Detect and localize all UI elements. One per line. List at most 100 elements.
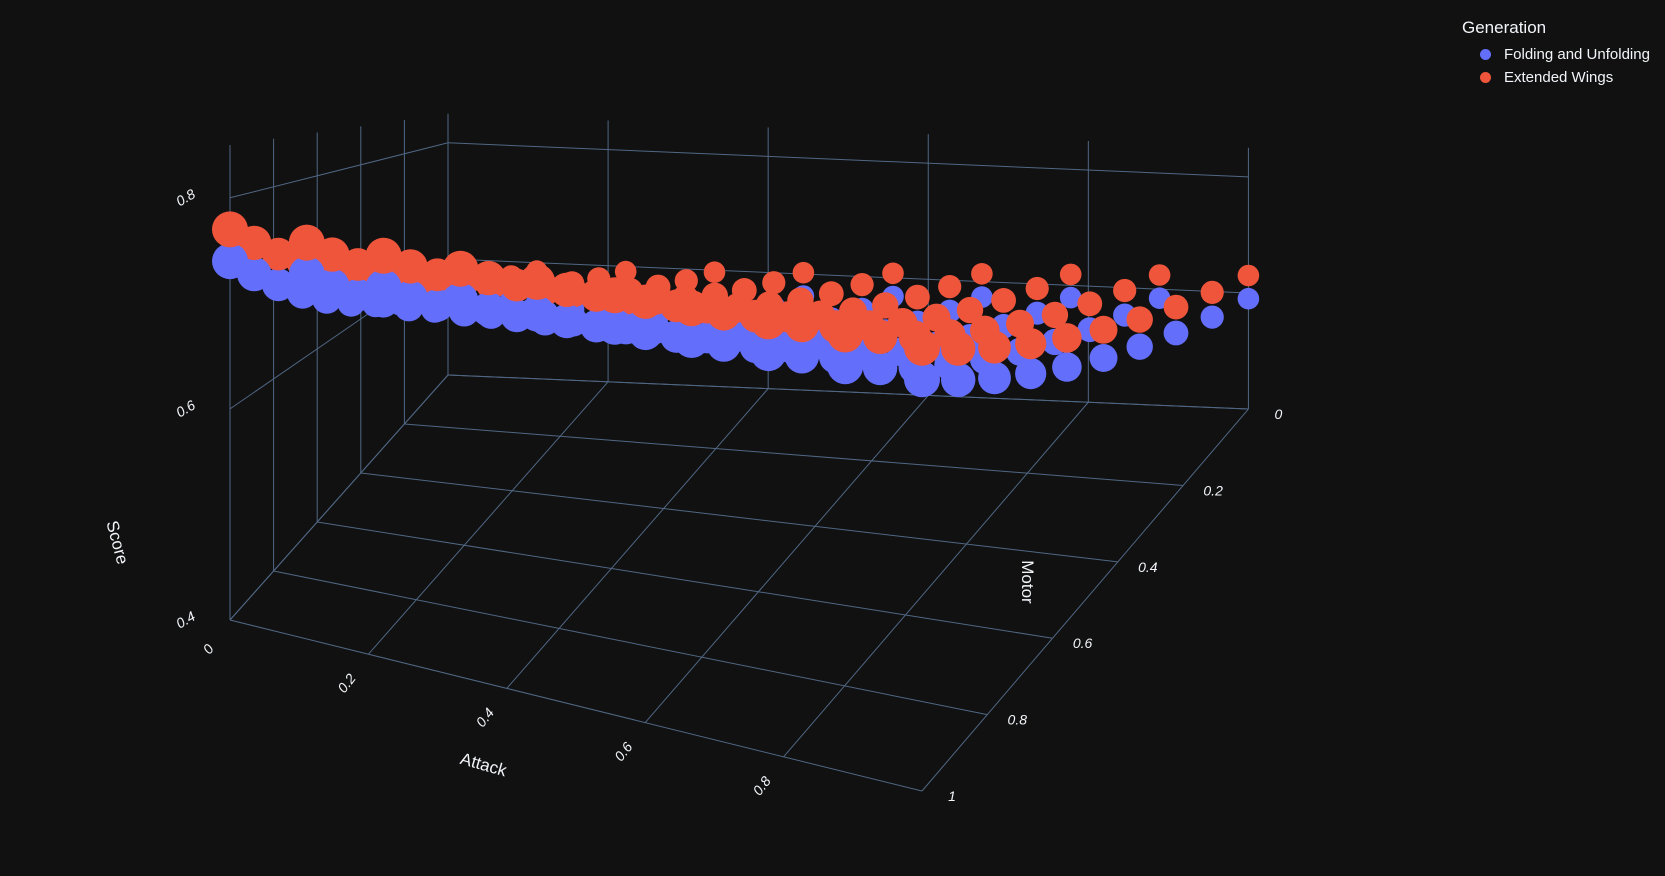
x-axis-title: Attack [458,749,509,780]
extended-point[interactable] [1025,276,1049,301]
y-tick-label: 0 [1275,406,1283,422]
folding-point[interactable] [393,280,428,315]
folding-point[interactable] [442,282,479,319]
extended-point[interactable] [703,261,726,284]
folding-point[interactable] [673,322,710,358]
folding-point[interactable] [628,315,663,351]
motor-gridline [273,570,988,716]
extended-point[interactable] [1200,280,1224,304]
legend-item-extended[interactable]: Extended Wings [1462,66,1650,89]
extended-point[interactable] [1052,323,1082,353]
legend-marker-icon [1480,49,1491,60]
y-tick-label: 0.2 [1203,482,1223,498]
folding-point[interactable] [1237,287,1260,310]
extended-point[interactable] [1163,294,1189,320]
x-tick-label: 0.8 [749,773,774,798]
folding-point[interactable] [365,269,402,306]
folding-point[interactable] [471,292,506,327]
folding-point[interactable] [596,308,633,345]
data-points [212,211,1260,398]
extended-point[interactable] [862,319,898,354]
extended-point[interactable] [978,330,1011,364]
extended-point[interactable] [905,284,930,310]
folding-point[interactable] [1059,286,1082,309]
folding-point[interactable] [1052,352,1082,382]
extended-point[interactable] [1041,301,1069,329]
extended-point[interactable] [750,303,787,340]
folding-point[interactable] [1163,320,1189,346]
folding-point[interactable] [784,339,820,374]
extended-point[interactable] [442,250,479,287]
extended-point[interactable] [938,275,962,299]
extended-point[interactable] [1089,315,1118,344]
folding-point[interactable] [519,295,556,332]
folding-point[interactable] [862,350,898,386]
extended-point[interactable] [1113,278,1137,303]
extended-point[interactable] [1015,328,1047,360]
extended-point[interactable] [784,307,820,343]
attack-gridline [506,388,769,689]
folding-point[interactable] [1015,358,1047,390]
folding-point[interactable] [904,361,940,398]
z-axis-title: Score [102,519,132,567]
extended-point[interactable] [1077,291,1103,317]
folding-point[interactable] [288,256,325,293]
extended-point[interactable] [596,277,633,314]
extended-point[interactable] [1148,264,1171,286]
extended-point[interactable] [872,292,899,319]
extended-point[interactable] [365,237,402,274]
extended-point[interactable] [673,290,710,327]
motor-gridline [360,472,1118,563]
extended-point[interactable] [941,331,976,366]
folding-point[interactable] [941,362,976,397]
extended-point[interactable] [614,260,637,283]
extended-point[interactable] [991,288,1016,313]
folding-point[interactable] [706,327,741,362]
folding-point[interactable] [1089,344,1118,372]
y-tick-label: 1 [948,788,956,804]
y-axis-title: Motor [1018,560,1037,604]
attack-gridline [783,401,1089,758]
motor-gridline [229,619,923,792]
extended-point[interactable] [706,296,741,331]
folding-point[interactable] [549,303,584,339]
extended-point[interactable] [1059,263,1082,286]
extended-point[interactable] [212,211,248,248]
folding-point[interactable] [1126,333,1153,360]
y-tick-label: 0.4 [1138,559,1158,575]
extended-point[interactable] [519,263,556,300]
extended-point[interactable] [956,296,984,324]
extended-point[interactable] [393,249,428,284]
extended-point[interactable] [850,273,874,297]
folding-point[interactable] [978,361,1011,395]
legend-item-folding[interactable]: Folding and Unfolding [1462,43,1650,66]
extended-point[interactable] [628,284,663,319]
extended-point[interactable] [904,329,940,366]
extended-point[interactable] [1237,264,1260,287]
extended-point[interactable] [471,260,506,296]
back-wall-zline [447,374,1249,410]
folding-point[interactable] [212,243,248,280]
extended-point[interactable] [792,261,815,284]
y-tick-label: 0.8 [1008,712,1028,728]
motor-gridline [317,521,1053,639]
legend-label: Folding and Unfolding [1504,46,1650,63]
folding-point[interactable] [827,348,864,385]
extended-point[interactable] [818,281,844,307]
x-tick-label: 0.6 [611,739,636,764]
z-tick-label: 0.6 [173,397,198,421]
extended-point[interactable] [827,316,864,353]
extended-point[interactable] [971,263,993,285]
folding-point[interactable] [1200,305,1224,329]
x-tick-label: 0.2 [334,670,359,695]
folding-point[interactable] [750,335,787,372]
extended-point[interactable] [762,271,786,295]
z-tick-label: 0.8 [173,186,198,210]
extended-point[interactable] [288,224,325,261]
x-tick-label: 0.4 [473,705,498,730]
extended-point[interactable] [1126,306,1153,333]
extended-point[interactable] [549,272,584,307]
extended-point[interactable] [882,262,904,285]
attack-gridline [644,395,929,723]
